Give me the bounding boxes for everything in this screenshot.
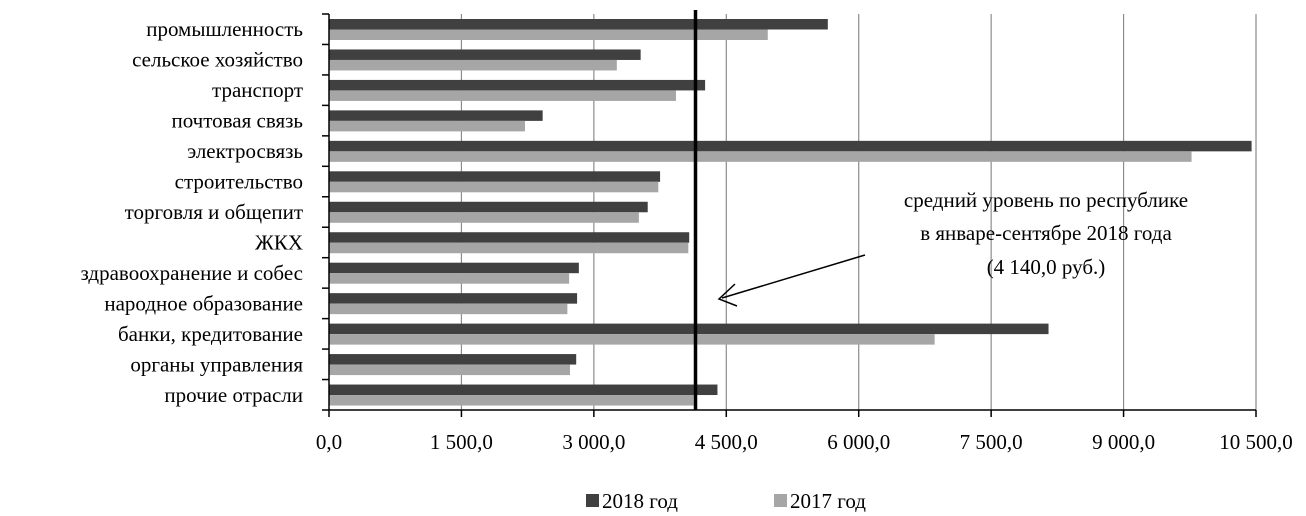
bar-2017	[329, 395, 694, 406]
legend: 2018 год 2017 год	[586, 489, 866, 513]
bar-2018	[329, 140, 1252, 152]
bar-2018	[329, 110, 543, 121]
bar-2017	[329, 242, 689, 254]
category-label: банки, кредитование	[118, 322, 303, 346]
annotation-line-2: в январе-сентябре 2018 года	[920, 221, 1172, 245]
x-tick-label: 3 000,0	[562, 430, 625, 454]
bar-2018	[329, 171, 661, 182]
category-label: торговля и общепит	[125, 200, 303, 224]
category-label: здравоохранение и собес	[81, 261, 303, 285]
bar-2018	[329, 384, 718, 396]
category-label: транспорт	[212, 78, 303, 102]
bar-2018	[329, 323, 1049, 335]
bar-2017	[329, 273, 570, 284]
annotation: средний уровень по республике в январе-с…	[717, 188, 1188, 307]
category-label: ЖКХ	[255, 230, 303, 254]
category-label: народное образование	[104, 291, 303, 315]
legend-swatch-2017	[774, 494, 787, 507]
category-label: сельское хозяйство	[132, 48, 303, 72]
category-label: электросвязь	[187, 139, 303, 163]
category-label: органы управления	[130, 352, 303, 376]
legend-label-2017: 2017 год	[790, 489, 866, 513]
axes	[322, 13, 1257, 417]
annotation-line-3: (4 140,0 руб.)	[987, 255, 1106, 279]
bar-2017	[329, 120, 525, 132]
legend-label-2018: 2018 год	[602, 489, 678, 513]
bar-2017	[329, 212, 639, 223]
x-tick-label: 6 000,0	[827, 430, 890, 454]
category-label: прочие отрасли	[164, 383, 303, 407]
x-tick-labels: 0,0 1 500,0 3 000,0 4 500,0 6 000,0 7 500,0 9 …	[316, 430, 1293, 454]
x-tick-label: 7 500,0	[960, 430, 1023, 454]
x-tick-label: 0,0	[316, 430, 342, 454]
x-tick-label: 9 000,0	[1092, 430, 1155, 454]
category-labels: промышленность сельское хозяйство транспор…	[81, 17, 304, 407]
annotation-arrow	[721, 254, 866, 299]
bar-2017	[329, 364, 571, 376]
bar-2018	[329, 49, 641, 60]
category-label: почтовая связь	[171, 109, 303, 133]
bar-2018	[329, 19, 828, 30]
category-label: строительство	[175, 170, 303, 194]
bar-2017	[329, 29, 768, 40]
bar-2018	[329, 293, 578, 304]
category-label: промышленность	[146, 17, 303, 41]
bar-2018	[329, 201, 648, 213]
x-tick-label: 10 500,0	[1219, 430, 1293, 454]
annotation-arrow-head	[717, 283, 738, 307]
x-tick-label: 1 500,0	[430, 430, 493, 454]
bar-2017	[329, 181, 659, 193]
bar-2017	[329, 303, 568, 315]
bar-2017	[329, 151, 1192, 162]
bar-2017	[329, 59, 617, 71]
annotation-line-1: средний уровень по республике	[904, 188, 1188, 212]
bar-2017	[329, 334, 935, 345]
bar-2018	[329, 262, 579, 274]
bar-2018	[329, 79, 706, 91]
bars	[329, 19, 1252, 406]
legend-swatch-2018	[586, 494, 599, 507]
x-tick-label: 4 500,0	[695, 430, 758, 454]
bar-2017	[329, 90, 676, 101]
bar-2018	[329, 354, 577, 365]
bar-2018	[329, 232, 690, 243]
